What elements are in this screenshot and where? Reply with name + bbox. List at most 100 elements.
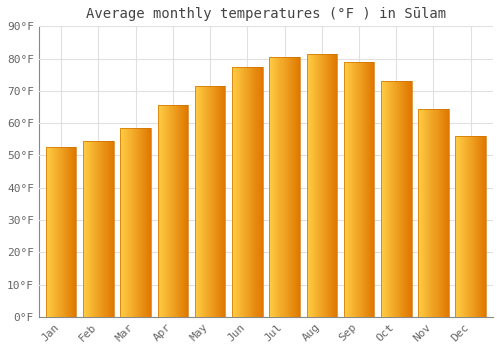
Bar: [280, 57, 281, 317]
Bar: [74, 147, 76, 317]
Bar: [458, 136, 460, 317]
Bar: [144, 128, 145, 317]
Bar: [158, 105, 160, 317]
Bar: [360, 62, 361, 317]
Bar: [120, 128, 151, 317]
Bar: [169, 105, 170, 317]
Bar: [87, 141, 88, 317]
Bar: [368, 62, 369, 317]
Bar: [100, 141, 102, 317]
Bar: [325, 54, 326, 317]
Bar: [243, 66, 244, 317]
Bar: [381, 81, 412, 317]
Bar: [406, 81, 408, 317]
Bar: [50, 147, 51, 317]
Bar: [168, 105, 169, 317]
Bar: [232, 66, 262, 317]
Bar: [241, 66, 242, 317]
Bar: [418, 108, 448, 317]
Bar: [456, 136, 486, 317]
Bar: [348, 62, 349, 317]
Bar: [474, 136, 475, 317]
Bar: [336, 54, 337, 317]
Bar: [244, 66, 246, 317]
Bar: [206, 86, 207, 317]
Bar: [195, 86, 196, 317]
Bar: [208, 86, 209, 317]
Bar: [54, 147, 55, 317]
Bar: [142, 128, 144, 317]
Bar: [324, 54, 325, 317]
Bar: [250, 66, 252, 317]
Bar: [472, 136, 473, 317]
Bar: [177, 105, 178, 317]
Bar: [233, 66, 234, 317]
Bar: [335, 54, 336, 317]
Bar: [207, 86, 208, 317]
Bar: [94, 141, 96, 317]
Bar: [89, 141, 90, 317]
Bar: [371, 62, 372, 317]
Bar: [369, 62, 370, 317]
Bar: [202, 86, 203, 317]
Bar: [294, 57, 296, 317]
Bar: [66, 147, 68, 317]
Bar: [286, 57, 288, 317]
Bar: [470, 136, 472, 317]
Bar: [284, 57, 286, 317]
Bar: [182, 105, 183, 317]
Bar: [328, 54, 329, 317]
Bar: [346, 62, 347, 317]
Bar: [308, 54, 310, 317]
Bar: [173, 105, 174, 317]
Bar: [393, 81, 394, 317]
Bar: [216, 86, 217, 317]
Bar: [235, 66, 236, 317]
Bar: [238, 66, 239, 317]
Bar: [195, 86, 226, 317]
Bar: [210, 86, 211, 317]
Bar: [140, 128, 141, 317]
Bar: [270, 57, 272, 317]
Bar: [53, 147, 54, 317]
Bar: [120, 128, 122, 317]
Bar: [200, 86, 201, 317]
Bar: [442, 108, 444, 317]
Bar: [65, 147, 66, 317]
Bar: [198, 86, 199, 317]
Bar: [419, 108, 420, 317]
Bar: [314, 54, 316, 317]
Bar: [52, 147, 53, 317]
Bar: [330, 54, 331, 317]
Bar: [160, 105, 162, 317]
Bar: [478, 136, 479, 317]
Bar: [232, 66, 233, 317]
Bar: [61, 147, 62, 317]
Bar: [63, 147, 64, 317]
Bar: [132, 128, 134, 317]
Bar: [68, 147, 70, 317]
Bar: [199, 86, 200, 317]
Bar: [278, 57, 280, 317]
Bar: [179, 105, 180, 317]
Bar: [254, 66, 256, 317]
Bar: [260, 66, 262, 317]
Bar: [164, 105, 166, 317]
Bar: [396, 81, 398, 317]
Bar: [282, 57, 284, 317]
Bar: [124, 128, 126, 317]
Bar: [394, 81, 395, 317]
Bar: [57, 147, 58, 317]
Bar: [134, 128, 136, 317]
Bar: [90, 141, 92, 317]
Bar: [246, 66, 248, 317]
Bar: [356, 62, 357, 317]
Bar: [430, 108, 432, 317]
Bar: [365, 62, 366, 317]
Bar: [203, 86, 204, 317]
Bar: [147, 128, 148, 317]
Bar: [148, 128, 149, 317]
Bar: [149, 128, 150, 317]
Bar: [352, 62, 353, 317]
Bar: [158, 105, 188, 317]
